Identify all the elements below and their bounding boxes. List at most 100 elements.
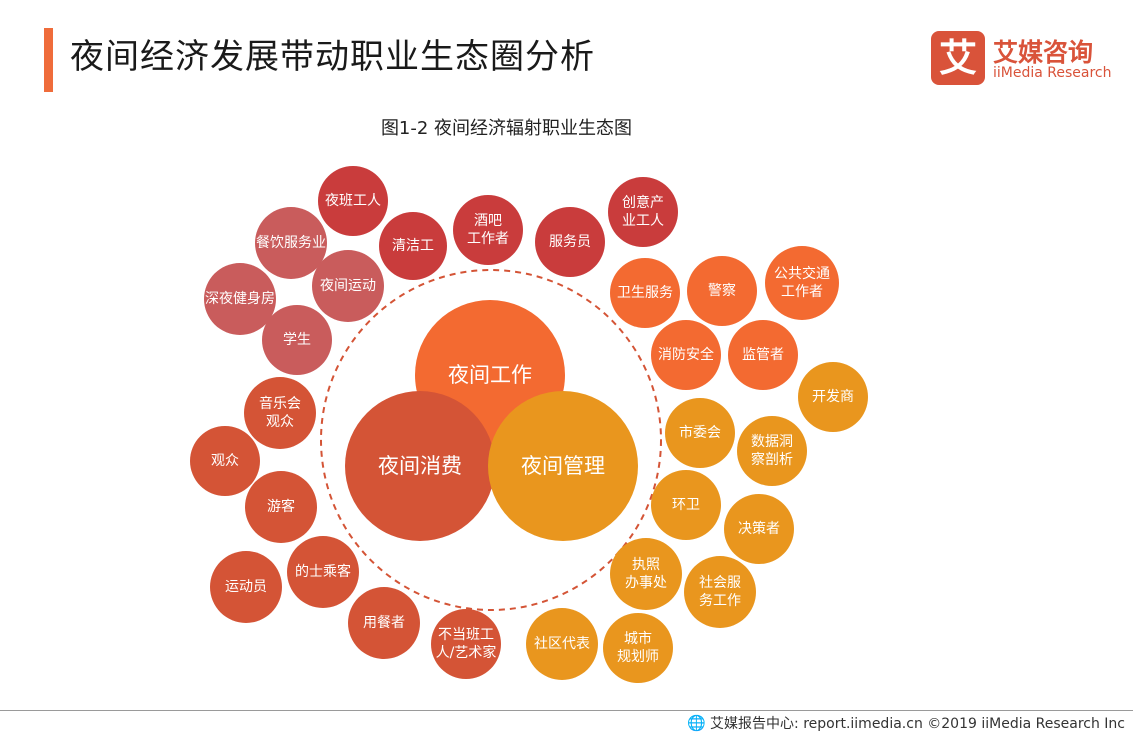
occupation-bubble-circle xyxy=(798,362,868,432)
occupation-bubble: 运动员 xyxy=(210,551,282,623)
occupation-bubble-circle xyxy=(255,207,327,279)
occupation-bubble-label: 办事处 xyxy=(625,575,667,591)
occupation-bubble-circle xyxy=(610,538,682,610)
occupation-bubble-label: 服务员 xyxy=(549,234,591,250)
center-bubble-consume: 夜间消费 xyxy=(345,391,495,541)
globe-icon: 🌐 xyxy=(687,714,707,732)
occupation-bubble-label: 餐饮服务业 xyxy=(256,235,326,251)
occupation-bubble-label: 的士乘客 xyxy=(295,563,351,580)
logo-name-en: iiMedia Research xyxy=(993,65,1112,81)
occupation-bubble-circle xyxy=(379,212,447,280)
footer-divider xyxy=(0,710,1133,711)
occupation-bubble-label: 卫生服务 xyxy=(617,285,673,301)
center-bubble-consume-label: 夜间消费 xyxy=(378,454,462,478)
occupation-bubble-circle xyxy=(687,256,757,326)
occupation-bubble-label: 游客 xyxy=(267,498,295,515)
occupation-bubble-label: 社会服 xyxy=(699,575,741,591)
occupation-bubble-label: 公共交通 xyxy=(774,265,830,282)
footer: 🌐 艾媒报告中心: report.iimedia.cn ©2019 iiMedi… xyxy=(687,713,1125,733)
center-bubble-consume-circle xyxy=(345,391,495,541)
occupation-bubble-label: 夜间运动 xyxy=(320,278,376,294)
occupation-bubble: 的士乘客 xyxy=(287,536,359,608)
occupation-bubble-label: 城市 xyxy=(624,630,652,647)
occupation-bubble-label: 市委会 xyxy=(679,424,721,441)
occupation-bubble: 消防安全 xyxy=(651,320,721,390)
logo-mark: 艾 xyxy=(931,31,985,85)
occupation-bubble-label: 观众 xyxy=(211,453,239,469)
occupation-bubble-circle xyxy=(724,494,794,564)
occupation-bubble: 清洁工 xyxy=(379,212,447,280)
occupation-bubble-label: 工作者 xyxy=(781,284,823,300)
occupation-bubble: 服务员 xyxy=(535,207,605,277)
title-accent-bar xyxy=(44,28,53,92)
occupation-bubble-circle xyxy=(610,258,680,328)
occupation-bubble-circle xyxy=(431,609,501,679)
occupation-bubble-circle xyxy=(526,608,598,680)
occupation-bubble-circle xyxy=(765,246,839,320)
occupation-bubble-label: 清洁工 xyxy=(392,238,434,254)
occupation-bubble: 观众 xyxy=(190,426,260,496)
occupation-bubble-circle xyxy=(665,398,735,468)
occupation-bubble: 夜班工人 xyxy=(318,166,388,236)
occupation-bubble-label: 学生 xyxy=(283,332,311,348)
iimedia-logo: 艾 艾媒咨询 iiMedia Research xyxy=(931,31,1121,87)
occupation-bubble-circle xyxy=(312,250,384,322)
occupation-bubble-label: 深夜健身房 xyxy=(205,291,275,307)
occupation-bubble-label: 开发商 xyxy=(812,389,854,405)
occupation-bubble-circle xyxy=(348,587,420,659)
figure-caption: 图1-2 夜间经济辐射职业生态图 xyxy=(380,118,633,139)
page-title: 夜间经济发展带动职业生态圈分析 xyxy=(70,37,595,77)
occupation-bubble: 餐饮服务业 xyxy=(255,207,327,279)
occupation-bubble-circle xyxy=(190,426,260,496)
occupation-bubble-circle xyxy=(608,177,678,247)
occupation-bubble: 环卫 xyxy=(651,470,721,540)
dashed-ring xyxy=(320,269,662,611)
occupation-bubble-label: 工作者 xyxy=(467,231,509,247)
occupation-bubble-label: 业工人 xyxy=(622,213,664,229)
occupation-bubble-circle xyxy=(453,195,523,265)
occupation-bubble-label: 音乐会 xyxy=(259,395,301,412)
center-bubble-manage-circle xyxy=(488,391,638,541)
logo-name-cn: 艾媒咨询 xyxy=(993,38,1094,67)
occupation-bubble-circle xyxy=(245,471,317,543)
occupation-bubble-circle xyxy=(210,551,282,623)
occupation-bubble: 夜间运动 xyxy=(312,250,384,322)
occupation-bubble-label: 环卫 xyxy=(672,497,700,513)
occupation-bubble-label: 不当班工 xyxy=(438,627,494,643)
occupation-bubble-label: 用餐者 xyxy=(363,615,405,631)
center-bubble-manage-label: 夜间管理 xyxy=(521,454,605,478)
occupation-bubble-label: 消防安全 xyxy=(658,346,714,363)
occupation-bubble-circle xyxy=(318,166,388,236)
occupation-bubble-label: 创意产 xyxy=(622,194,664,211)
occupation-bubble-circle xyxy=(287,536,359,608)
occupation-bubble: 卫生服务 xyxy=(610,258,680,328)
occupation-bubble: 学生 xyxy=(262,305,332,375)
occupation-bubble-label: 执照 xyxy=(632,557,660,573)
occupation-bubble-circle xyxy=(728,320,798,390)
occupation-bubble-circle xyxy=(204,263,276,335)
center-bubble-manage: 夜间管理 xyxy=(488,391,638,541)
occupation-bubble: 用餐者 xyxy=(348,587,420,659)
occupation-bubble-label: 察剖析 xyxy=(751,451,793,468)
occupation-bubble: 市委会 xyxy=(665,398,735,468)
occupation-bubble-label: 决策者 xyxy=(738,520,780,537)
occupation-bubble: 警察 xyxy=(687,256,757,326)
occupation-bubble-label: 运动员 xyxy=(225,579,267,595)
occupation-bubble-label: 监管者 xyxy=(742,347,784,363)
center-bubble-work-label: 夜间工作 xyxy=(448,363,532,387)
footer-text: 艾媒报告中心: report.iimedia.cn ©2019 iiMedia … xyxy=(710,716,1125,732)
occupation-bubble-label: 务工作 xyxy=(699,593,741,609)
occupation-bubble-label: 规划师 xyxy=(617,649,659,665)
occupation-bubble: 社区代表 xyxy=(526,608,598,680)
occupation-bubble-label: 数据洞 xyxy=(751,434,793,450)
occupation-bubble-circle xyxy=(684,556,756,628)
occupation-bubble-circle xyxy=(244,377,316,449)
occupation-bubble-circle xyxy=(737,416,807,486)
